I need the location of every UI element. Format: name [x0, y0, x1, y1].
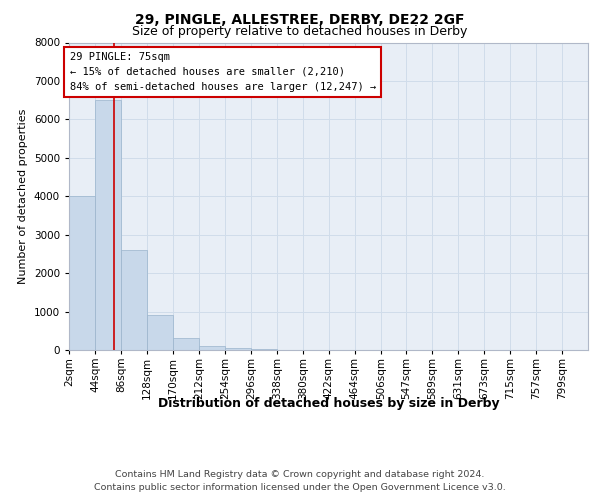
Text: 29, PINGLE, ALLESTREE, DERBY, DE22 2GF: 29, PINGLE, ALLESTREE, DERBY, DE22 2GF	[135, 12, 465, 26]
Bar	[199, 346, 225, 350]
Bar	[121, 250, 147, 350]
Bar	[69, 196, 95, 350]
Text: Contains public sector information licensed under the Open Government Licence v3: Contains public sector information licen…	[94, 482, 506, 492]
Text: 29 PINGLE: 75sqm
← 15% of detached houses are smaller (2,210)
84% of semi-detach: 29 PINGLE: 75sqm ← 15% of detached house…	[70, 52, 376, 92]
Y-axis label: Number of detached properties: Number of detached properties	[18, 108, 28, 284]
Bar	[173, 338, 199, 350]
Bar	[251, 349, 277, 350]
Bar	[95, 100, 121, 350]
Text: Size of property relative to detached houses in Derby: Size of property relative to detached ho…	[133, 25, 467, 38]
Text: Distribution of detached houses by size in Derby: Distribution of detached houses by size …	[158, 398, 500, 410]
Text: Contains HM Land Registry data © Crown copyright and database right 2024.: Contains HM Land Registry data © Crown c…	[115, 470, 485, 479]
Bar	[225, 348, 251, 350]
Bar	[147, 316, 173, 350]
